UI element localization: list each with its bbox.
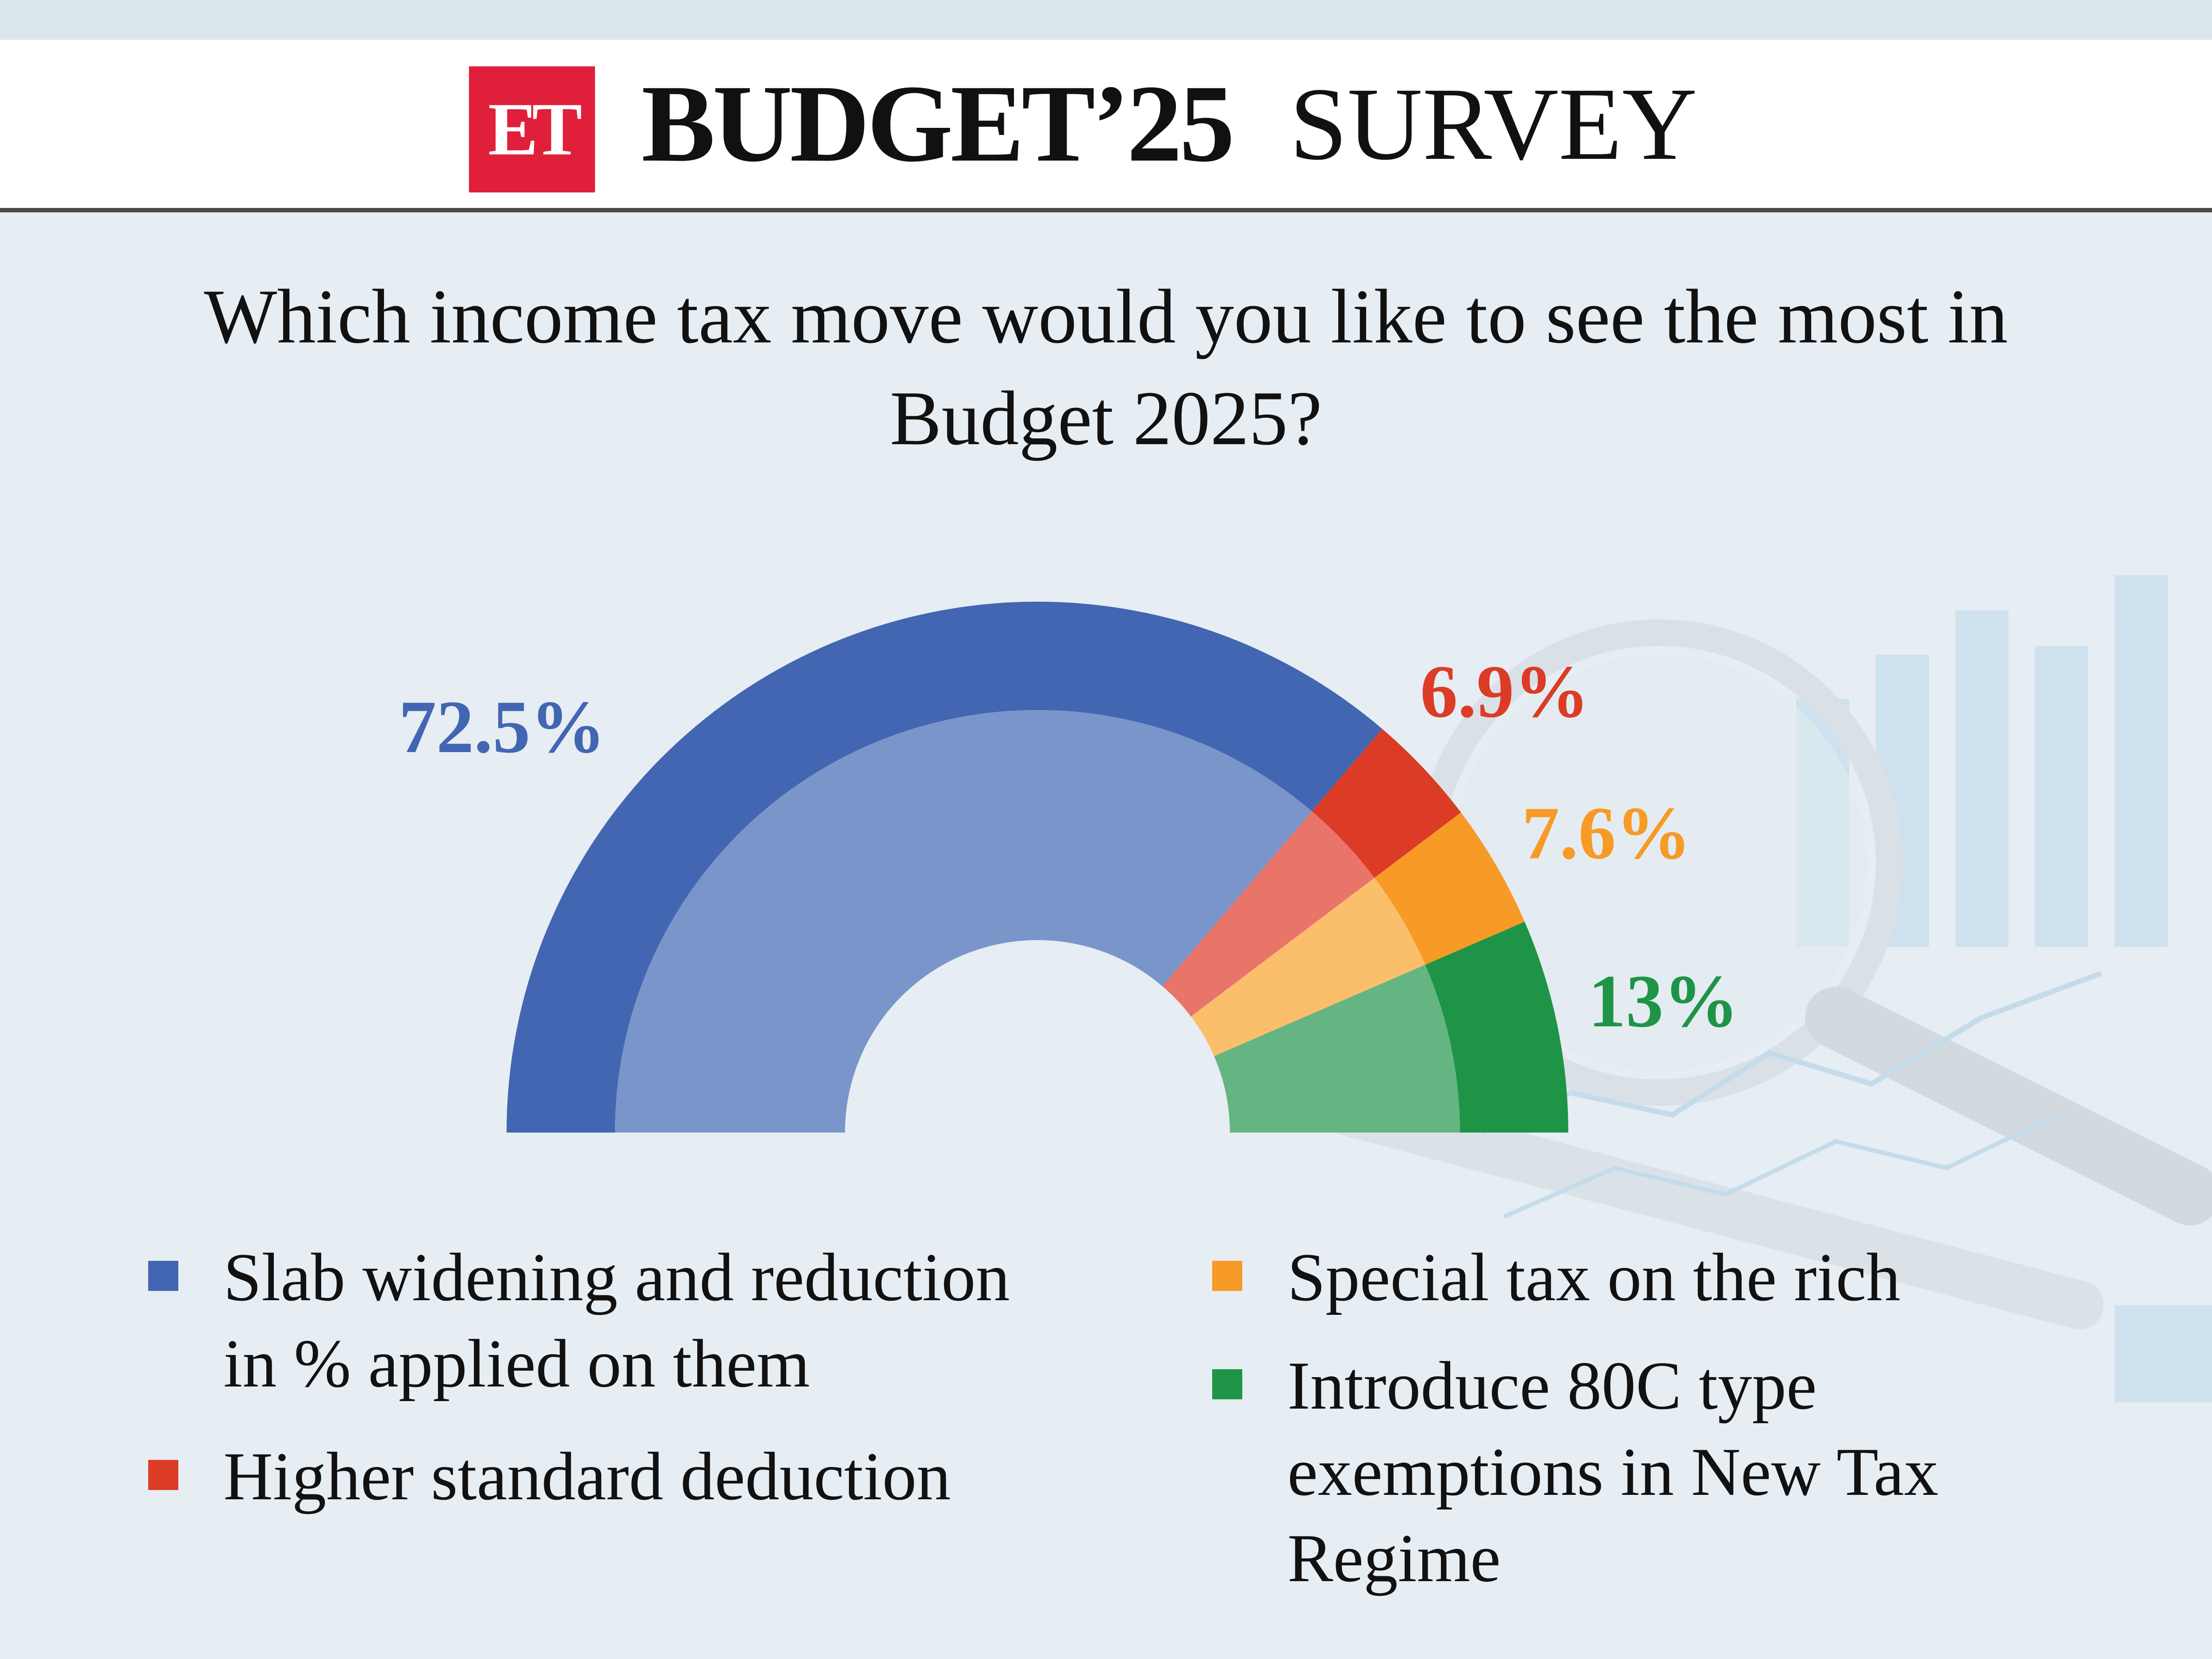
et-logo: ET	[469, 66, 595, 192]
data-label-special-tax-on-the-rich: 7.6%	[1522, 791, 1691, 875]
data-label-slab-widening-and-reduction-in-applied-on-them: 72.5%	[399, 685, 606, 768]
legend-label: Introduce 80C type exemptions in New Tax R…	[1287, 1343, 1938, 1601]
slice-inner-introduce-80c-type-exemptions-in-new-tax-regime	[1214, 964, 1460, 1133]
legend-swatch	[148, 1460, 178, 1490]
slice-inner-slab-widening-and-reduction-in-applied-on-them	[615, 710, 1312, 1133]
data-label-higher-standard-deduction: 6.9%	[1420, 650, 1590, 733]
slice-inner-special-tax-on-the-rich	[1191, 878, 1425, 1056]
legend-label-line: Introduce 80C type	[1287, 1348, 1817, 1424]
data-label-introduce-80c-type-exemptions-in-new-tax-regime: 13%	[1588, 960, 1739, 1043]
legend-swatch	[148, 1261, 178, 1291]
legend-swatch	[1212, 1369, 1242, 1399]
survey-question: Which income tax move would you like to …	[204, 273, 2008, 461]
slice-outer-special-tax-on-the-rich	[1374, 812, 1525, 965]
legend-label-line: in % applied on them	[223, 1325, 810, 1402]
slice-outer-higher-standard-deduction	[1312, 729, 1461, 878]
brand-title: BUDGET’25	[641, 62, 1235, 185]
slice-outer-slab-widening-and-reduction-in-applied-on-them	[507, 601, 1382, 1133]
slice-outer-introduce-80c-type-exemptions-in-new-tax-regime	[1425, 922, 1568, 1133]
legend-label-line: Regime	[1287, 1520, 1501, 1596]
top-strip	[0, 0, 2212, 40]
legend-label: Slab widening and reduction in % applied …	[223, 1234, 1010, 1407]
legend-label-line: Slab widening and reduction	[223, 1239, 1010, 1315]
legend-label-line: Special tax on the rich	[1287, 1239, 1901, 1315]
legend-label-line: Higher standard deduction	[223, 1438, 951, 1514]
slice-inner-higher-standard-deduction	[1162, 811, 1375, 1017]
legend-label: Special tax on the rich	[1287, 1234, 1901, 1321]
legend-label-line: exemptions in New Tax	[1287, 1434, 1939, 1510]
brand-subtitle: SURVEY	[1290, 66, 1697, 181]
legend-label: Higher standard deduction	[223, 1433, 951, 1520]
header-bar: ET BUDGET’25 SURVEY	[0, 40, 2212, 208]
legend-swatch	[1212, 1261, 1242, 1291]
